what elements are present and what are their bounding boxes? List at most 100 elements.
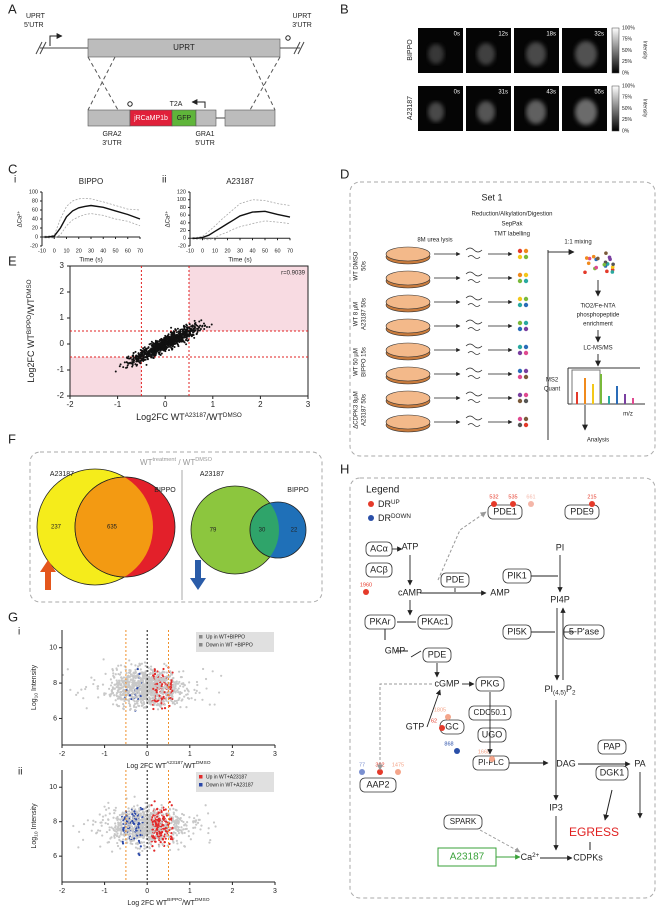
label: 32s xyxy=(594,32,604,38)
scatter-dot xyxy=(175,680,178,683)
spectrum-peak xyxy=(584,378,586,404)
scatter-dot xyxy=(168,848,172,852)
x-tick-label: 50 xyxy=(112,248,118,254)
scatter-dot xyxy=(118,838,121,842)
scatter-dot xyxy=(170,680,173,684)
scatter-dot xyxy=(205,687,208,690)
phosphosite xyxy=(589,501,595,507)
scatter-dot xyxy=(159,827,162,830)
scatter-dot xyxy=(153,699,156,702)
scatter-dot xyxy=(188,323,191,326)
tmt-tag xyxy=(523,326,529,332)
scatter-dot xyxy=(177,336,180,339)
scatter-dot xyxy=(131,842,134,846)
x-tick-label: 0 xyxy=(145,888,149,895)
scatter-dot xyxy=(132,361,135,364)
node-box xyxy=(359,777,397,793)
scatter-dot xyxy=(177,698,180,701)
scatter-dot xyxy=(143,346,146,349)
scatter-dot xyxy=(110,850,114,853)
intensity-scale xyxy=(611,85,620,132)
scatter-dot xyxy=(152,812,156,815)
scatter-dot xyxy=(120,825,123,828)
scatter-dot xyxy=(206,812,210,815)
scatter-dot xyxy=(131,839,134,842)
scatter-dot xyxy=(114,809,117,812)
scatter-dot xyxy=(134,835,137,838)
scatter-dot xyxy=(183,695,186,698)
scatter-dot xyxy=(199,324,202,327)
scatter-dot xyxy=(132,821,135,825)
scatter-dot xyxy=(105,808,108,811)
scatter-dot xyxy=(201,698,204,701)
scatter-dot xyxy=(174,682,178,685)
scatter-dot xyxy=(131,813,134,816)
connector xyxy=(437,511,487,581)
node-box xyxy=(597,739,627,755)
panel-label: E xyxy=(8,253,17,268)
scatter-dot xyxy=(177,848,180,851)
tmt-tag xyxy=(523,422,529,428)
scatter-dot xyxy=(128,819,131,822)
scatter-dot xyxy=(161,683,164,686)
x-tick-label: 20 xyxy=(76,248,82,254)
x-tick-label: -2 xyxy=(66,400,74,409)
scatter-dot xyxy=(185,693,188,696)
scatter-dot xyxy=(163,707,167,710)
label: 3'UTR xyxy=(102,140,122,147)
label-part: / WT xyxy=(176,458,195,467)
tmt-tag xyxy=(523,248,529,254)
scatter-dot xyxy=(170,821,173,825)
scatter-dot xyxy=(134,350,137,353)
scatter-dot xyxy=(168,800,171,804)
mean-line xyxy=(192,210,291,239)
y-tick-label: 1 xyxy=(60,313,65,322)
scatter-dot xyxy=(96,687,99,690)
scatter-dot xyxy=(138,853,141,857)
mixed-peptide xyxy=(610,265,615,269)
culture-dish-top xyxy=(385,390,431,406)
label-part: Log 2FC WT xyxy=(126,763,166,770)
scatter-dot xyxy=(149,668,152,671)
scatter-dot xyxy=(201,667,205,671)
scatter-dot xyxy=(169,337,172,340)
scatter-dot xyxy=(172,676,175,680)
scatter-dot xyxy=(163,691,166,694)
label: UPRT xyxy=(173,43,195,52)
scatter-dot xyxy=(106,822,110,826)
sem-line xyxy=(44,213,141,239)
mixed-peptide xyxy=(604,251,608,255)
scatter-dot xyxy=(141,704,144,707)
scatter-dot xyxy=(150,818,153,821)
scatter-dot xyxy=(101,834,104,837)
scatter-dot xyxy=(179,692,182,696)
scatter-dot xyxy=(110,689,113,692)
scatter-dot xyxy=(125,366,128,369)
node-box xyxy=(564,504,600,520)
scatter-dot xyxy=(159,703,162,706)
scatter-dot xyxy=(135,702,139,705)
scatter-dot xyxy=(123,819,127,822)
scatter-dot xyxy=(160,352,163,355)
scatter-dot xyxy=(162,686,165,689)
scatter-dot xyxy=(158,694,161,697)
scatter-dot xyxy=(98,813,101,816)
scatter-dot xyxy=(182,330,185,333)
scatter-dot xyxy=(157,820,160,823)
tmt-tag xyxy=(517,254,523,260)
culture-dish-top xyxy=(385,342,431,358)
x-tick-label: 3 xyxy=(306,400,311,409)
scatter-dot xyxy=(159,841,162,844)
legend-swatch xyxy=(199,635,203,639)
scatter-dot xyxy=(148,838,151,841)
scatter-dot xyxy=(175,334,178,337)
scatter-dot xyxy=(149,821,152,824)
label: AMP xyxy=(490,587,510,597)
scatter-dot xyxy=(132,698,135,701)
scatter-dot xyxy=(183,684,186,687)
y-tick-label: 8 xyxy=(53,819,57,826)
scatter-dot xyxy=(157,823,160,826)
mean-line xyxy=(44,204,141,238)
label: 55s xyxy=(594,90,604,96)
scatter-dot xyxy=(148,847,152,850)
